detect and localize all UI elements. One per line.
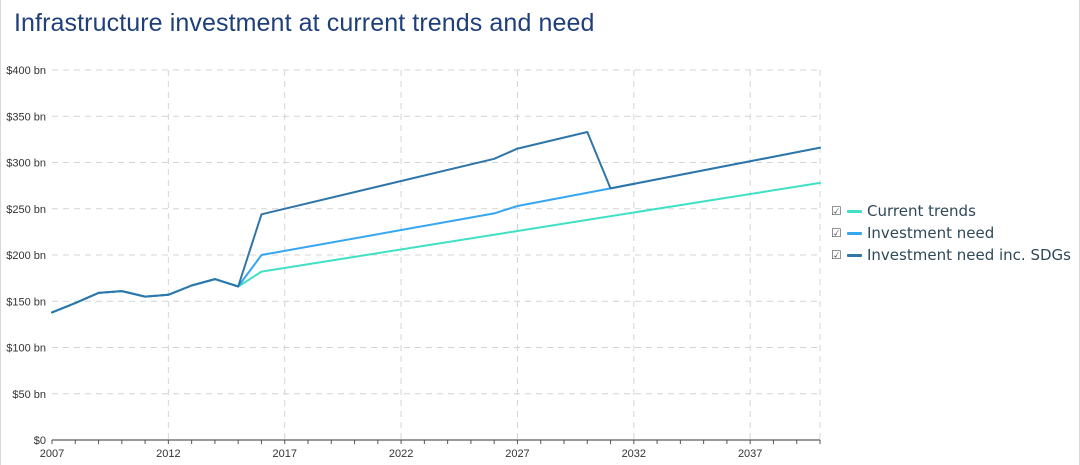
x-tick-label: 2012 (156, 448, 180, 460)
legend-label: Investment need (867, 224, 995, 242)
chart-legend: ☑ Current trends ☑ Investment need ☑ Inv… (831, 200, 1071, 266)
legend-item-investment-need-sdgs[interactable]: ☑ Investment need inc. SDGs (831, 244, 1071, 266)
legend-swatch (847, 209, 862, 213)
legend-label: Investment need inc. SDGs (867, 246, 1071, 264)
legend-item-current-trends[interactable]: ☑ Current trends (831, 200, 1071, 222)
y-tick-label: $350 bn (6, 111, 46, 123)
y-tick-label: $100 bn (6, 343, 46, 355)
x-tick-label: 2037 (738, 448, 762, 460)
checkbox-checked-icon[interactable]: ☑ (831, 248, 842, 262)
legend-item-investment-need[interactable]: ☑ Investment need (831, 222, 1071, 244)
y-tick-label: $250 bn (6, 204, 46, 216)
x-tick-label: 2022 (389, 448, 413, 460)
y-tick-label: $400 bn (6, 65, 46, 77)
y-tick-label: $200 bn (6, 250, 46, 262)
series-line-investment-need-inc-sdgs (51, 131, 821, 314)
x-tick-label: 2032 (622, 448, 646, 460)
checkbox-checked-icon[interactable]: ☑ (831, 204, 842, 218)
legend-swatch (847, 253, 862, 257)
x-tick-label: 2027 (505, 448, 529, 460)
legend-swatch (847, 231, 862, 235)
y-tick-label: $50 bn (12, 389, 46, 401)
x-tick-label: 2017 (272, 448, 296, 460)
series-line-current-trends (51, 181, 821, 314)
x-tick-label: 2007 (40, 448, 64, 460)
chart-title: Infrastructure investment at current tre… (14, 9, 595, 37)
y-tick-label: $300 bn (6, 158, 46, 170)
y-tick-label: $0 (34, 435, 46, 447)
legend-label: Current trends (867, 202, 976, 220)
y-tick-label: $150 bn (6, 296, 46, 308)
checkbox-checked-icon[interactable]: ☑ (831, 226, 842, 240)
